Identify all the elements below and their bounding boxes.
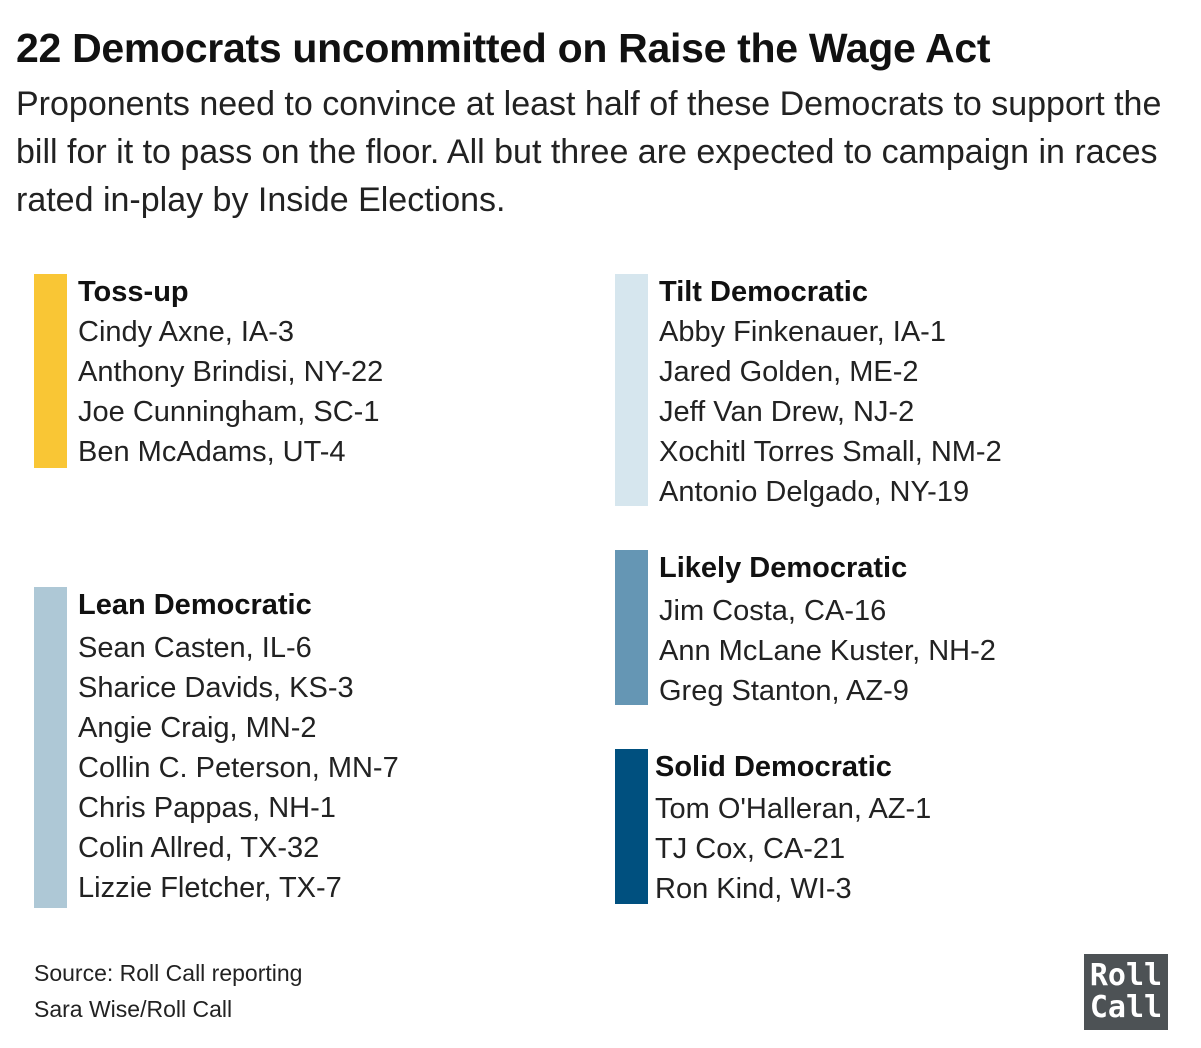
group-title: Lean Democratic — [78, 589, 312, 621]
member-item: Xochitl Torres Small, NM-2 — [659, 436, 1002, 468]
member-item: Angie Craig, MN-2 — [78, 712, 317, 744]
group-color-bar — [615, 274, 648, 506]
member-item: Lizzie Fletcher, TX-7 — [78, 872, 342, 904]
member-item: Tom O'Halleran, AZ-1 — [655, 793, 932, 825]
group-title: Toss-up — [78, 276, 189, 308]
group-title: Solid Democratic — [655, 751, 892, 783]
member-item: TJ Cox, CA-21 — [655, 833, 846, 865]
member-item: Antonio Delgado, NY-19 — [659, 476, 970, 508]
group-color-bar — [34, 274, 67, 468]
member-item: Colin Allred, TX-32 — [78, 832, 320, 864]
member-item: Greg Stanton, AZ-9 — [659, 675, 909, 707]
member-item: Collin C. Peterson, MN-7 — [78, 752, 399, 784]
logo-line-1: Roll — [1089, 958, 1163, 993]
member-item: Ann McLane Kuster, NH-2 — [659, 635, 996, 667]
group-color-bar — [34, 587, 67, 908]
member-item: Jared Golden, ME-2 — [659, 356, 919, 388]
group-title: Likely Democratic — [659, 552, 908, 584]
member-item: Jeff Van Drew, NJ-2 — [659, 396, 915, 428]
roll-call-logo: Roll Call — [1084, 954, 1168, 1030]
chart-title: 22 Democrats uncommitted on Raise the Wa… — [16, 25, 991, 71]
member-item: Abby Finkenauer, IA-1 — [659, 316, 946, 348]
member-item: Ron Kind, WI-3 — [655, 873, 852, 905]
member-item: Anthony Brindisi, NY-22 — [78, 356, 384, 388]
member-item: Sharice Davids, KS-3 — [78, 672, 354, 704]
group-color-bar — [615, 550, 648, 705]
member-item: Sean Casten, IL-6 — [78, 632, 312, 664]
member-item: Ben McAdams, UT-4 — [78, 436, 346, 468]
credit-note: Sara Wise/Roll Call — [34, 996, 233, 1022]
member-item: Cindy Axne, IA-3 — [78, 316, 294, 348]
group-title: Tilt Democratic — [659, 276, 868, 308]
source-note: Source: Roll Call reporting — [34, 960, 303, 986]
logo-line-2: Call — [1089, 990, 1163, 1025]
member-item: Jim Costa, CA-16 — [659, 595, 887, 627]
group-color-bar — [615, 749, 648, 904]
chart-subtitle: Proponents need to convince at least hal… — [16, 85, 1162, 219]
member-item: Chris Pappas, NH-1 — [78, 792, 336, 824]
member-item: Joe Cunningham, SC-1 — [78, 396, 380, 428]
